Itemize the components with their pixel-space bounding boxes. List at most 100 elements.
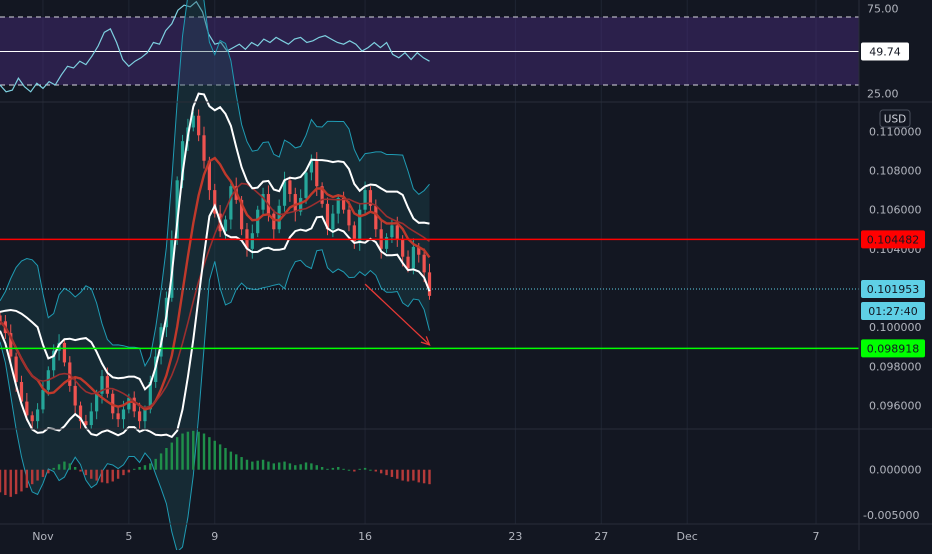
- candle-6: [30, 415, 34, 422]
- candle-0: [0, 315, 2, 322]
- candle-40: [213, 190, 217, 214]
- last-price-tag: 0.101953: [867, 283, 920, 296]
- histogram-bar-59: [315, 465, 318, 470]
- histogram-bar-41: [218, 444, 222, 470]
- candle-20: [105, 376, 109, 394]
- histogram-bar-66: [353, 469, 356, 472]
- histogram-pane[interactable]: [0, 430, 431, 497]
- histogram-bar-76: [406, 469, 410, 482]
- candle-65: [347, 209, 351, 226]
- histogram-bar-77: [412, 469, 415, 481]
- price-tick-5: 0.100000: [869, 321, 922, 334]
- candle-69: [368, 190, 373, 206]
- histogram-bar-27: [143, 465, 147, 470]
- rsi-axis[interactable]: 75.00 25.00: [867, 3, 899, 101]
- histogram-bar-22: [116, 469, 120, 479]
- time-axis[interactable]: Nov 5 9 16 23 27 Dec 7: [32, 530, 819, 543]
- histogram-bar-8: [41, 469, 45, 477]
- histogram-bar-51: [272, 463, 276, 470]
- outer-band-upper: [0, 0, 430, 368]
- histogram-bar-35: [186, 431, 190, 470]
- currency-badge[interactable]: USD: [879, 109, 911, 128]
- histogram-bar-63: [337, 467, 340, 470]
- histogram-bar-28: [149, 463, 152, 470]
- price-axis[interactable]: 0.1100000.1080000.1060000.1040000.102000…: [869, 125, 922, 412]
- candle-21: [111, 393, 115, 414]
- candle-25: [132, 397, 136, 412]
- histogram-bar-54: [288, 463, 292, 470]
- time-label-0: Nov: [32, 530, 54, 543]
- candle-49: [261, 194, 265, 210]
- time-label-4: 23: [508, 530, 522, 543]
- histogram-bar-26: [138, 467, 141, 470]
- histogram-bar-9: [47, 469, 50, 474]
- histogram-bar-68: [363, 467, 367, 470]
- time-label-3: 16: [358, 530, 372, 543]
- histogram-bar-65: [347, 469, 351, 471]
- price-tick-0: 0.110000: [869, 125, 922, 138]
- rsi-line: [0, 0, 430, 93]
- price-pane[interactable]: [0, 0, 859, 553]
- histogram-bar-33: [175, 437, 179, 470]
- candle-8: [41, 389, 45, 410]
- candle-61: [325, 203, 330, 230]
- bands-fill: [0, 0, 430, 552]
- histogram-bar-16: [84, 469, 88, 476]
- histogram-bar-19: [100, 469, 104, 483]
- time-label-6: Dec: [677, 530, 698, 543]
- forecast-arrow-head: [420, 336, 431, 346]
- histogram-bar-6: [31, 469, 34, 485]
- candle-12: [62, 342, 67, 363]
- candle-62: [331, 213, 335, 230]
- price-tags: 49.74 0.104482 0.101953 01:27:40 0.098918: [861, 42, 925, 358]
- candle-17: [89, 411, 93, 426]
- candle-7: [35, 409, 40, 422]
- candle-3: [14, 356, 18, 383]
- candle-51: [272, 213, 276, 230]
- rsi-pane[interactable]: [0, 0, 859, 93]
- histogram-bar-67: [358, 468, 361, 470]
- time-label-2: 9: [211, 530, 218, 543]
- moving-average-2: [0, 182, 430, 409]
- histogram-bar-50: [267, 461, 270, 470]
- candle-43: [229, 186, 233, 220]
- candle-59: [315, 160, 319, 187]
- rsi-value-tag: 49.74: [869, 45, 901, 58]
- histogram-bar-1: [4, 469, 7, 496]
- forecast-arrow[interactable]: [364, 283, 430, 346]
- histogram-bar-14: [73, 467, 77, 470]
- histogram-bar-53: [283, 461, 286, 470]
- inner-band-upper: [0, 92, 430, 391]
- candle-47: [250, 233, 254, 249]
- histogram-bar-47: [251, 461, 254, 470]
- candle-28: [148, 382, 152, 410]
- rsi-tick-1: 25.00: [867, 88, 899, 101]
- histogram-tick-0: 0.000000: [869, 464, 922, 477]
- candle-42: [223, 219, 228, 232]
- candle-63: [336, 197, 340, 214]
- candle-10: [52, 350, 56, 371]
- candle-54: [288, 180, 292, 195]
- histogram-bar-80: [428, 469, 431, 485]
- candle-4: [19, 382, 24, 402]
- histogram-bar-13: [68, 463, 72, 470]
- candle-80: [427, 272, 432, 296]
- histogram-bar-20: [106, 469, 109, 484]
- candle-14: [73, 385, 77, 406]
- candle-24: [127, 397, 131, 410]
- histogram-bar-12: [63, 461, 66, 470]
- histogram-axis[interactable]: 0.000000 -0.005000: [863, 464, 922, 522]
- histogram-bar-72: [385, 469, 388, 476]
- histogram-bar-45: [240, 457, 243, 470]
- histogram-bar-57: [304, 462, 308, 470]
- histogram-bar-46: [245, 459, 249, 470]
- time-label-1: 5: [125, 530, 132, 543]
- histogram-bar-71: [379, 469, 383, 474]
- price-tick-2: 0.106000: [869, 204, 922, 217]
- candle-52: [277, 205, 281, 230]
- price-tick-7: 0.096000: [869, 400, 922, 413]
- histogram-bar-15: [79, 469, 82, 472]
- rsi-value-tag-bg: [861, 42, 909, 61]
